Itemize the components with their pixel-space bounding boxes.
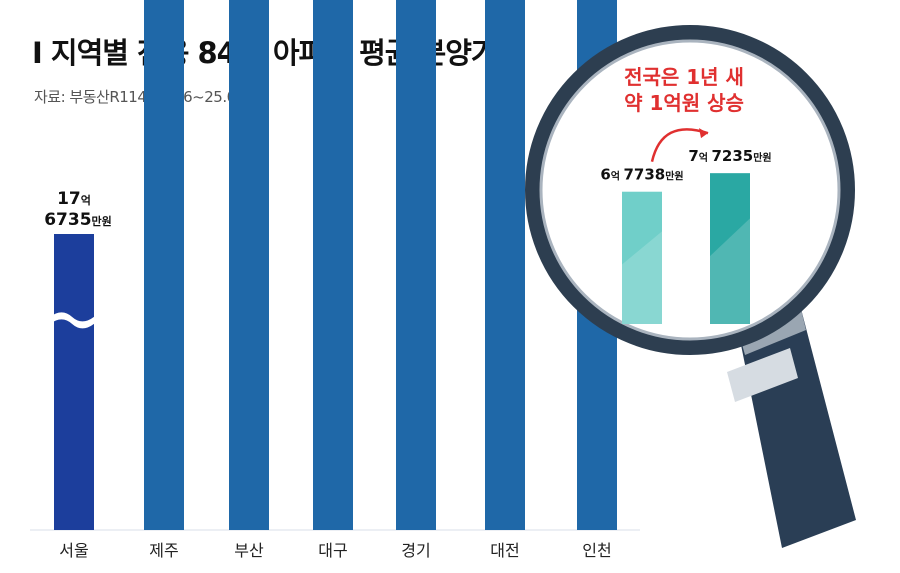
category-labels: 서울 제주 부산 대구 경기 대전 인천 [59,541,611,560]
inset-data-label: 7억 7235만원 [688,147,771,165]
inset-headline-2: 약 1억원 상승 [624,91,744,115]
magnifier-ring [525,25,855,355]
bar-3 [229,0,269,531]
inset-data-label: 6억 7738만원 [600,166,683,184]
inset-bar-shine [710,218,750,324]
inset-headline-1: 전국은 1년 새 [624,65,744,89]
category-label: 대전 [490,541,519,560]
bar-5 [396,0,436,531]
axis-break-mark [50,312,94,329]
bar-6 [485,0,525,531]
bar-4 [313,0,353,530]
lens-inner-ring [539,39,841,341]
category-label: 인천 [582,541,611,560]
category-label: 경기 [401,541,430,560]
data-labels: 17억6735만원8억8625만원7억8775만원7억7081만원7억507만원… [44,189,112,230]
inset-bar-shine [622,231,662,324]
handle-band [727,348,798,402]
category-label: 부산 [234,541,264,560]
inset-bar-1 [622,191,662,324]
increase-arrow [650,128,709,162]
category-label: 서울 [59,541,88,560]
bars [50,0,617,531]
bar-2 [144,0,184,530]
data-label-line2: 6735만원 [44,210,112,230]
data-label-line1: 17억 [57,189,91,209]
category-label: 대구 [318,541,347,560]
magnifier-inset: 전국은 1년 새약 1억원 상승 6억 7738만원 7억 7235만원 [525,25,856,548]
source-note: 자료: 부동산R114(24.06~25.05) [34,88,251,106]
category-label: 제주 [149,541,178,560]
bar-1 [54,234,94,530]
arrow-head-icon [699,128,708,139]
inset-bar-2 [710,173,750,324]
